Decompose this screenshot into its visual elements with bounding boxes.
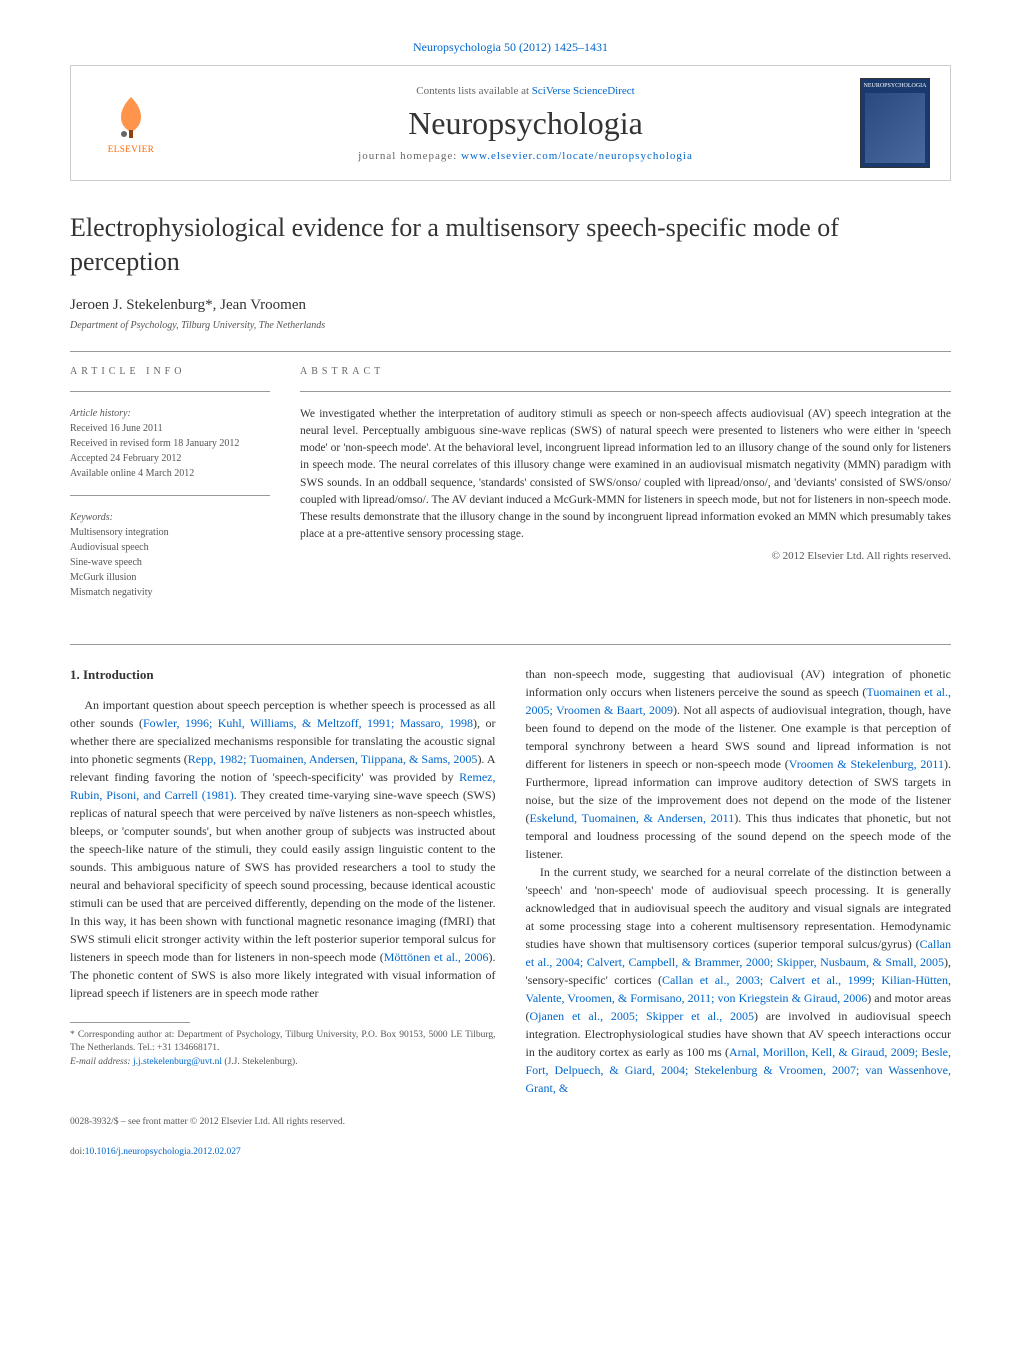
email-label: E-mail address: xyxy=(70,1057,133,1067)
contents-available: Contents lists available at SciVerse Sci… xyxy=(191,85,860,97)
keyword: Multisensory integration xyxy=(70,525,270,540)
history-heading: Article history: xyxy=(70,406,270,421)
divider xyxy=(70,495,270,496)
footnote-separator xyxy=(70,1022,190,1023)
cover-title: NEUROPSYCHOLOGIA xyxy=(864,83,927,89)
citation-link[interactable]: Möttönen et al., 2006 xyxy=(384,950,489,964)
introduction-heading: 1. Introduction xyxy=(70,665,496,685)
abstract-column: ABSTRACT We investigated whether the int… xyxy=(300,366,951,614)
homepage-link[interactable]: www.elsevier.com/locate/neuropsychologia xyxy=(461,150,693,162)
body-text: In the current study, we searched for a … xyxy=(526,865,952,951)
citation-link[interactable]: Repp, 1982; Tuomainen, Andersen, Tiippan… xyxy=(188,752,478,766)
email-link[interactable]: j.j.stekelenburg@uvt.nl xyxy=(133,1057,222,1067)
accepted-date: Accepted 24 February 2012 xyxy=(70,451,270,466)
sciencedirect-link[interactable]: SciVerse ScienceDirect xyxy=(532,85,635,97)
citation-link[interactable]: Eskelund, Tuomainen, & Andersen, 2011 xyxy=(530,811,735,825)
doi-label: doi: xyxy=(70,1147,85,1157)
citation-link[interactable]: Fowler, 1996; Kuhl, Williams, & Meltzoff… xyxy=(143,716,473,730)
contents-prefix: Contents lists available at xyxy=(416,85,531,97)
divider xyxy=(300,391,951,392)
body-text: . They created time-varying sine-wave sp… xyxy=(70,788,496,964)
email-footnote: E-mail address: j.j.stekelenburg@uvt.nl … xyxy=(70,1056,496,1069)
journal-cover-thumbnail: NEUROPSYCHOLOGIA xyxy=(860,78,930,168)
cover-image-icon xyxy=(865,93,925,163)
divider xyxy=(70,391,270,392)
doi-link[interactable]: 10.1016/j.neuropsychologia.2012.02.027 xyxy=(85,1147,241,1157)
authors: Jeroen J. Stekelenburg*, Jean Vroomen xyxy=(70,297,951,314)
journal-homepage: journal homepage: www.elsevier.com/locat… xyxy=(191,150,860,162)
homepage-prefix: journal homepage: xyxy=(358,150,461,162)
divider xyxy=(70,351,951,352)
article-title: Electrophysiological evidence for a mult… xyxy=(70,211,951,279)
corresponding-author-footnote: * Corresponding author at: Department of… xyxy=(70,1029,496,1056)
elsevier-logo: ELSEVIER xyxy=(91,83,171,163)
body-paragraph: than non-speech mode, suggesting that au… xyxy=(526,665,952,863)
keyword: McGurk illusion xyxy=(70,570,270,585)
abstract-label: ABSTRACT xyxy=(300,366,951,377)
body-column-left: 1. Introduction An important question ab… xyxy=(70,665,496,1097)
body-paragraph: In the current study, we searched for a … xyxy=(526,863,952,1097)
keywords-heading: Keywords: xyxy=(70,510,270,525)
copyright: © 2012 Elsevier Ltd. All rights reserved… xyxy=(300,550,951,562)
keyword: Audiovisual speech xyxy=(70,540,270,555)
article-info-label: ARTICLE INFO xyxy=(70,366,270,377)
body-column-right: than non-speech mode, suggesting that au… xyxy=(526,665,952,1097)
journal-header-box: ELSEVIER Contents lists available at Sci… xyxy=(70,65,951,181)
revised-date: Received in revised form 18 January 2012 xyxy=(70,436,270,451)
email-suffix: (J.J. Stekelenburg). xyxy=(222,1057,298,1067)
received-date: Received 16 June 2011 xyxy=(70,421,270,436)
issn-line: 0028-3932/$ – see front matter © 2012 El… xyxy=(70,1117,951,1127)
journal-citation: Neuropsychologia 50 (2012) 1425–1431 xyxy=(70,40,951,55)
elsevier-label: ELSEVIER xyxy=(108,144,155,154)
keyword: Mismatch negativity xyxy=(70,585,270,600)
elsevier-tree-icon xyxy=(106,92,156,142)
citation-link[interactable]: Ojanen et al., 2005; Skipper et al., 200… xyxy=(530,1009,755,1023)
body-paragraph: An important question about speech perce… xyxy=(70,696,496,1002)
divider xyxy=(70,644,951,645)
doi-line: doi:10.1016/j.neuropsychologia.2012.02.0… xyxy=(70,1147,951,1157)
keyword: Sine-wave speech xyxy=(70,555,270,570)
online-date: Available online 4 March 2012 xyxy=(70,466,270,481)
journal-title: Neuropsychologia xyxy=(191,105,860,142)
abstract-text: We investigated whether the interpretati… xyxy=(300,406,951,544)
affiliation: Department of Psychology, Tilburg Univer… xyxy=(70,320,951,331)
citation-link[interactable]: Vroomen & Stekelenburg, 2011 xyxy=(789,757,944,771)
article-info-sidebar: ARTICLE INFO Article history: Received 1… xyxy=(70,366,270,614)
